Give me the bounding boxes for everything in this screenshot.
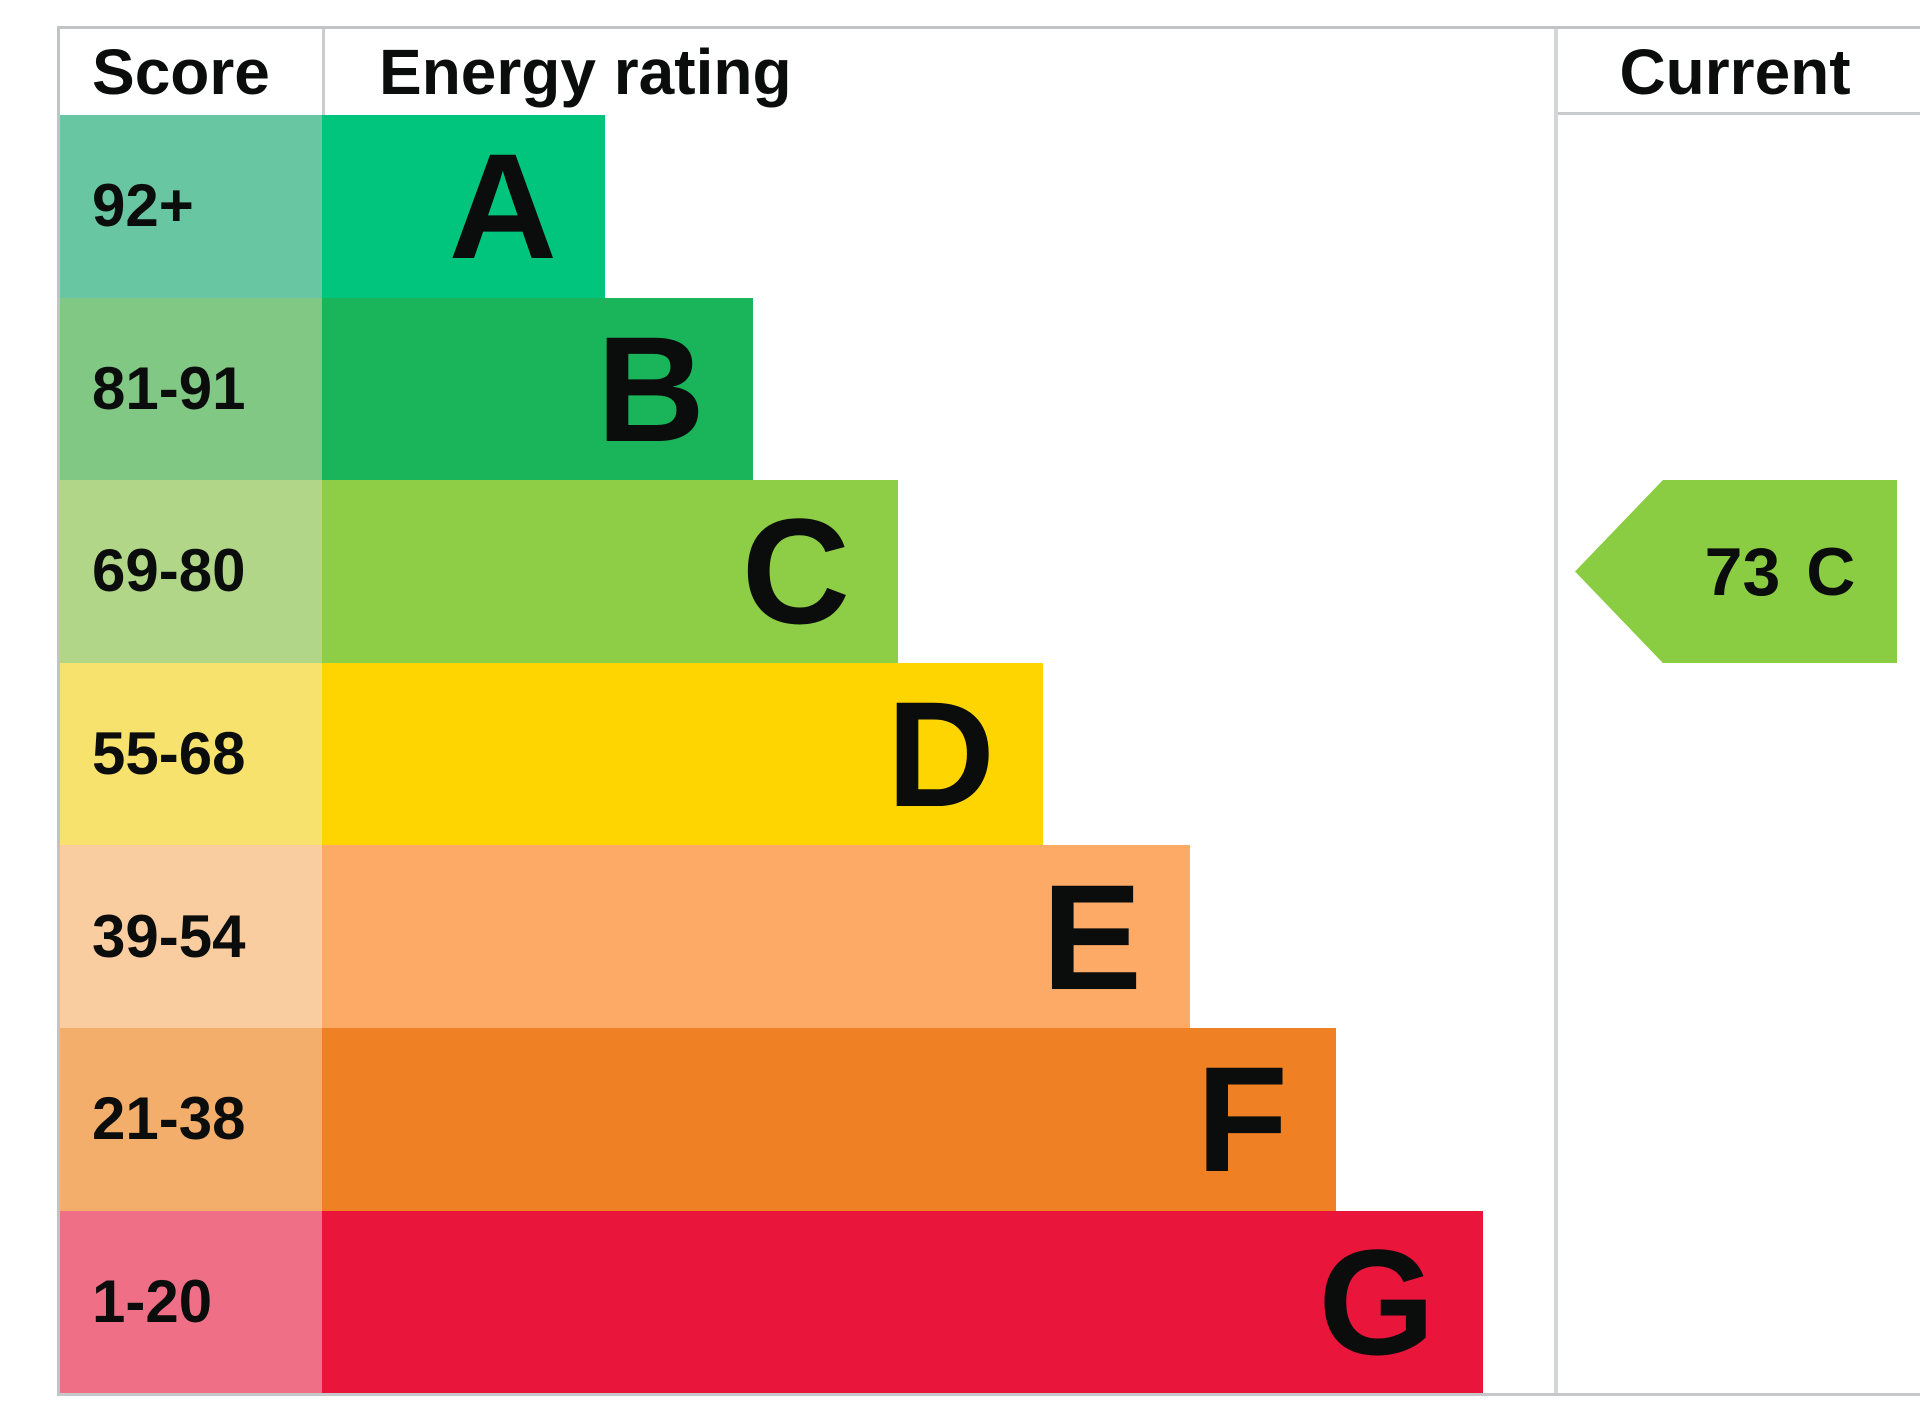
table-header-row: Score Energy rating Current [60, 29, 1920, 115]
current-header-underline [1558, 112, 1920, 115]
current-rating-band: C [1806, 533, 1856, 610]
band-letter-f: F [1196, 1035, 1288, 1204]
score-range-b: 81-91 [60, 297, 322, 481]
band-row-c: 69-80 C [60, 480, 1920, 663]
band-letter-e: E [1041, 852, 1142, 1021]
band-row-a: 92+ A [60, 115, 1920, 298]
score-range-d: 55-68 [60, 662, 322, 846]
column-header-current: Current [1619, 36, 1851, 108]
band-letter-c: C [741, 487, 850, 656]
band-bar-c: C [322, 480, 898, 663]
band-bar-g: G [322, 1210, 1483, 1394]
score-range-e: 39-54 [60, 845, 322, 1028]
score-range-g: 1-20 [60, 1210, 322, 1394]
band-bar-e: E [322, 845, 1190, 1028]
band-letter-g: G [1318, 1217, 1435, 1386]
band-letter-b: B [596, 304, 705, 473]
band-row-e: 39-54 E [60, 845, 1920, 1028]
band-row-b: 81-91 B [60, 297, 1920, 481]
band-row-g: 1-20 G [60, 1210, 1920, 1394]
band-letter-d: D [886, 670, 995, 839]
column-header-energy-rating: Energy rating [322, 29, 1554, 115]
band-bar-d: D [322, 662, 1043, 846]
score-range-a: 92+ [60, 115, 322, 298]
current-column-divider [1554, 29, 1558, 1393]
score-range-c: 69-80 [60, 480, 322, 663]
current-rating-value: 73 [1704, 533, 1781, 610]
band-bar-f: F [322, 1027, 1336, 1211]
column-header-score: Score [92, 36, 270, 108]
band-bar-a: A [322, 115, 605, 298]
band-row-f: 21-38 F [60, 1027, 1920, 1211]
score-range-f: 21-38 [60, 1027, 322, 1211]
band-bar-b: B [322, 297, 753, 481]
band-letter-a: A [448, 122, 557, 291]
rating-table: Score Energy rating Current 92+ A 81-91 … [57, 26, 1920, 1396]
band-row-d: 55-68 D [60, 662, 1920, 846]
